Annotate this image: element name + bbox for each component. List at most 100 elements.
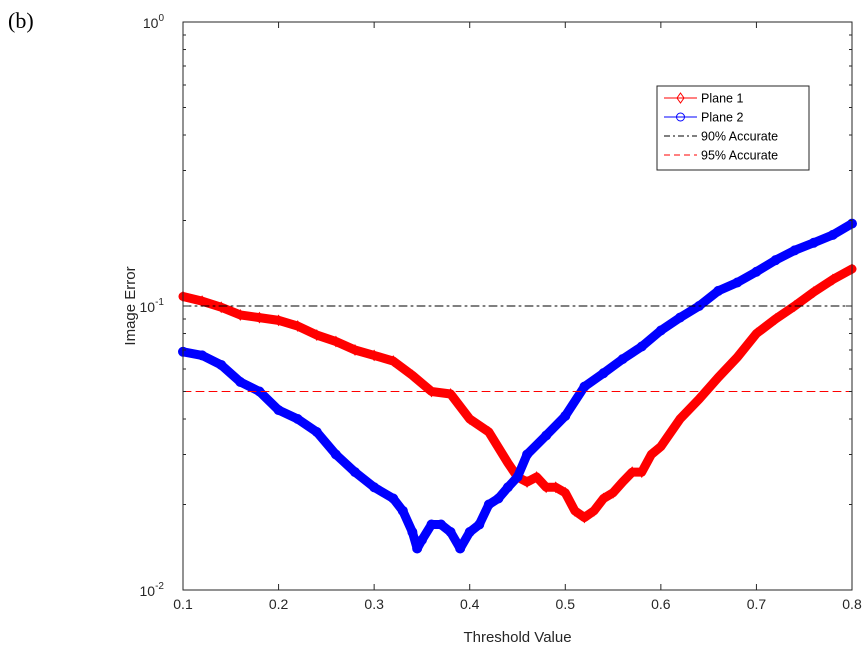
data-point — [560, 410, 571, 421]
data-point — [532, 471, 541, 483]
data-point — [464, 527, 475, 538]
data-point — [455, 543, 466, 554]
x-tick-label: 0.3 — [364, 596, 384, 612]
data-point — [427, 385, 436, 398]
data-point — [608, 486, 618, 499]
plot-lines — [178, 218, 857, 554]
data-point — [732, 277, 743, 288]
y-tick-base: 10 — [140, 583, 156, 599]
data-point — [637, 466, 646, 479]
y-tick-exponent: 0 — [158, 13, 164, 24]
data-point — [397, 505, 408, 516]
data-point — [733, 351, 742, 364]
y-tick-label: 100 — [143, 13, 165, 31]
data-point — [570, 504, 579, 517]
data-point — [236, 309, 245, 321]
data-point — [628, 466, 637, 479]
data-point — [484, 426, 493, 438]
data-point — [292, 414, 303, 425]
data-point — [598, 368, 609, 379]
data-point — [714, 371, 723, 384]
data-point — [770, 255, 781, 266]
data-point — [350, 344, 360, 356]
data-point — [416, 534, 427, 545]
y-tick-base: 10 — [140, 299, 156, 315]
data-point — [589, 504, 599, 517]
data-point — [808, 237, 819, 248]
data-point — [445, 527, 456, 538]
x-tick-label: 0.5 — [556, 596, 576, 612]
data-point — [197, 350, 208, 361]
data-point — [542, 481, 551, 494]
data-point — [503, 457, 513, 469]
data-point — [617, 354, 628, 365]
data-point — [369, 482, 380, 493]
data-point — [426, 519, 437, 530]
y-tick-base: 10 — [143, 15, 159, 31]
data-point — [389, 355, 398, 367]
data-point — [330, 449, 341, 460]
data-point — [474, 519, 485, 530]
legend-marker — [676, 92, 685, 104]
data-point — [789, 245, 800, 256]
data-point — [561, 486, 570, 499]
data-point — [713, 285, 724, 296]
data-point — [541, 430, 552, 441]
data-point — [350, 467, 361, 478]
legend-marker — [676, 112, 685, 122]
data-point — [694, 393, 704, 405]
data-point — [331, 335, 341, 348]
x-tick-label: 0.1 — [173, 596, 193, 612]
x-tick-label: 0.8 — [842, 596, 862, 612]
data-point — [656, 440, 665, 453]
x-tick-label: 0.6 — [651, 596, 671, 612]
data-point — [493, 493, 504, 504]
legend-label: 95% Accurate — [701, 149, 778, 163]
data-point — [579, 381, 590, 392]
data-point — [752, 327, 761, 340]
panel-label: (b) — [8, 8, 34, 33]
x-tick-label: 0.4 — [460, 596, 480, 612]
data-point — [751, 266, 762, 277]
data-point — [273, 405, 284, 416]
y-tick-exponent: -2 — [155, 581, 164, 592]
data-point — [255, 311, 264, 324]
data-point — [407, 527, 418, 538]
data-point — [216, 359, 227, 370]
data-point — [809, 286, 818, 298]
data-point — [647, 448, 656, 461]
data-point — [311, 427, 322, 438]
data-point — [446, 388, 455, 400]
data-point — [580, 511, 589, 524]
data-point — [790, 300, 799, 312]
data-point — [655, 325, 666, 336]
data-point — [771, 313, 780, 325]
data-point — [827, 229, 838, 240]
data-point — [274, 314, 283, 327]
data-point — [370, 349, 379, 362]
legend-label: 90% Accurate — [701, 130, 778, 144]
data-point — [674, 312, 685, 323]
y-tick-label: 10-2 — [140, 581, 165, 599]
legend-label: Plane 1 — [701, 92, 743, 106]
data-point — [412, 543, 423, 554]
data-point — [408, 369, 417, 382]
data-point — [512, 471, 523, 482]
data-point — [599, 492, 608, 505]
y-axis-label: Image Error — [122, 266, 139, 345]
data-point — [312, 329, 321, 341]
x-tick-label: 0.2 — [269, 596, 289, 612]
y-tick-label: 10-1 — [140, 297, 165, 315]
data-point — [436, 519, 447, 530]
data-point — [465, 413, 474, 425]
data-point — [502, 482, 513, 493]
y-tick-exponent: -1 — [155, 297, 164, 308]
data-point — [293, 320, 302, 332]
data-point — [388, 493, 399, 504]
data-point — [483, 499, 494, 510]
x-axis-label: Threshold Value — [463, 629, 571, 646]
data-point — [522, 476, 532, 488]
data-point — [235, 377, 246, 388]
data-point — [828, 273, 837, 286]
